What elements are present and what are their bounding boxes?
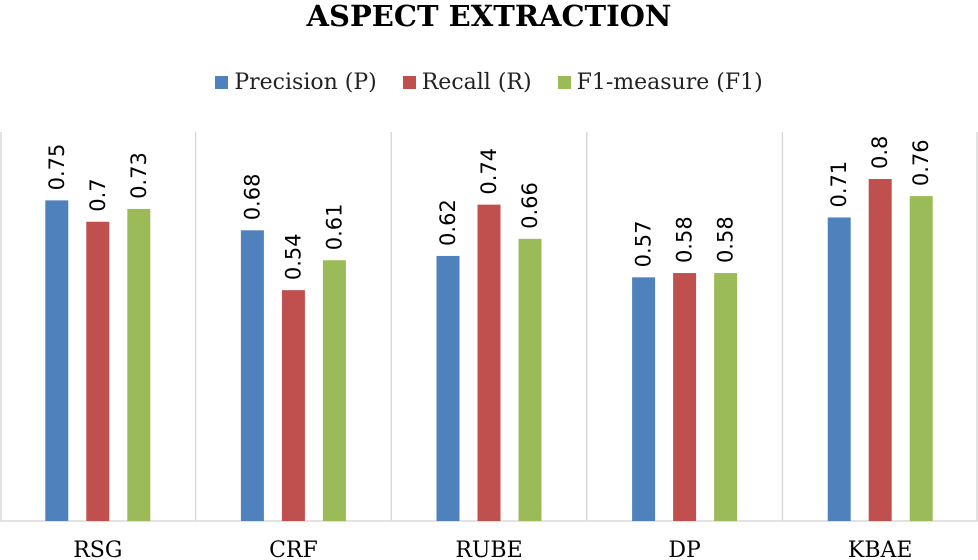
bar-precision-rube xyxy=(436,255,460,521)
legend-item-precision: Precision (P) xyxy=(215,69,377,95)
category-label-kbae: KBAE xyxy=(848,538,913,560)
data-label-recall-rsg: 0.7 xyxy=(86,178,110,211)
legend-label-precision: Precision (P) xyxy=(234,69,377,95)
legend-label-recall: Recall (R) xyxy=(421,69,532,95)
data-label-f1-kbae: 0.76 xyxy=(909,139,933,186)
data-label-recall-crf: 0.54 xyxy=(281,233,305,280)
bar-recall-rube xyxy=(477,204,501,521)
data-label-precision-kbae: 0.71 xyxy=(827,161,851,208)
legend-swatch-recall xyxy=(402,75,416,89)
chart-legend: Precision (P) Recall (R) F1-measure (F1) xyxy=(0,67,978,97)
legend-item-recall: Recall (R) xyxy=(402,69,532,95)
bar-recall-rsg xyxy=(86,221,110,521)
data-label-precision-rube: 0.62 xyxy=(436,199,460,246)
data-label-f1-crf: 0.61 xyxy=(322,203,346,250)
bar-precision-rsg xyxy=(45,200,69,521)
category-label-rsg: RSG xyxy=(73,538,122,560)
legend-item-f1: F1-measure (F1) xyxy=(557,69,763,95)
chart-title: ASPECT EXTRACTION xyxy=(306,0,672,33)
data-label-precision-rsg: 0.75 xyxy=(45,144,69,191)
category-label-crf: CRF xyxy=(269,538,318,560)
bar-recall-kbae xyxy=(868,179,892,521)
data-label-recall-rube: 0.74 xyxy=(477,148,501,195)
data-label-f1-rube: 0.66 xyxy=(518,182,542,229)
category-label-dp: DP xyxy=(668,538,701,560)
bar-f1-rube xyxy=(518,238,542,521)
data-label-f1-rsg: 0.73 xyxy=(127,152,151,199)
bar-recall-crf xyxy=(281,290,305,521)
bar-precision-dp xyxy=(632,277,656,521)
data-label-precision-dp: 0.57 xyxy=(632,221,656,268)
bar-precision-kbae xyxy=(827,217,851,521)
data-label-recall-dp: 0.58 xyxy=(673,216,697,263)
legend-label-f1: F1-measure (F1) xyxy=(576,69,763,95)
bar-f1-crf xyxy=(322,260,346,521)
bar-precision-crf xyxy=(240,230,264,522)
data-label-recall-kbae: 0.8 xyxy=(868,136,892,169)
data-label-f1-dp: 0.58 xyxy=(714,216,738,263)
bar-f1-kbae xyxy=(909,196,933,521)
bar-f1-dp xyxy=(714,273,738,521)
legend-swatch-precision xyxy=(215,75,229,89)
legend-swatch-f1 xyxy=(557,75,571,89)
bar-f1-rsg xyxy=(127,208,151,522)
bar-recall-dp xyxy=(673,273,697,521)
category-label-rube: RUBE xyxy=(455,538,522,560)
data-label-precision-crf: 0.68 xyxy=(240,174,264,221)
